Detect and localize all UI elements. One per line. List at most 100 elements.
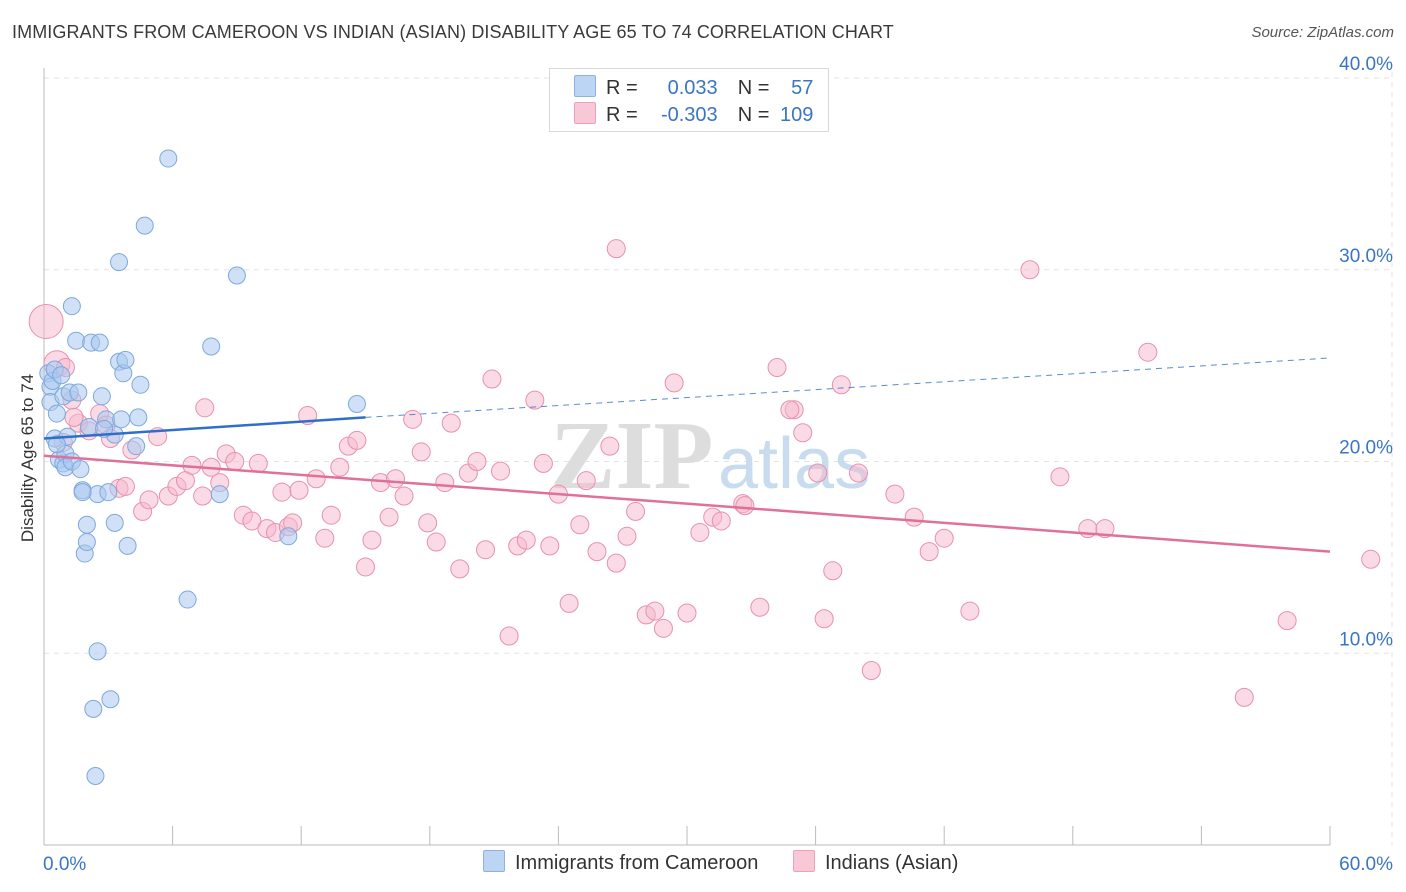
- data-point-cameroon: [84, 699, 103, 718]
- y-tick-label: 30.0%: [1339, 246, 1393, 267]
- legend-r-value: -0.303: [660, 104, 718, 126]
- data-point-indians: [242, 511, 262, 531]
- legend-r-label: R =: [606, 104, 638, 126]
- data-point-indians: [808, 463, 828, 483]
- data-point-indians: [491, 461, 511, 481]
- legend-r-label: R =: [606, 77, 638, 99]
- data-point-indians: [677, 603, 697, 623]
- data-point-indians: [831, 375, 851, 395]
- y-tick-label: 40.0%: [1339, 54, 1393, 75]
- data-point-cameroon: [347, 394, 366, 413]
- data-point-indians: [272, 482, 292, 502]
- data-point-indians: [347, 430, 367, 450]
- data-point-cameroon: [116, 350, 135, 369]
- data-point-indians: [780, 400, 800, 420]
- data-point-indians: [418, 513, 438, 533]
- data-point-indians: [793, 423, 813, 443]
- data-point-indians: [450, 559, 470, 579]
- data-point-cameroon: [105, 513, 124, 532]
- data-point-cameroon: [202, 337, 221, 356]
- data-point-indians: [225, 452, 245, 471]
- data-point-indians: [435, 473, 455, 493]
- data-point-indians: [1234, 687, 1254, 707]
- data-point-indians: [919, 542, 939, 562]
- data-point-indians: [1277, 611, 1297, 631]
- bottom-legend-indians: Indians (Asian): [793, 850, 958, 875]
- data-point-indians: [115, 476, 135, 496]
- data-point-indians: [386, 469, 406, 489]
- data-point-indians: [750, 597, 770, 617]
- tick-labels: 10.0% 20.0% 30.0% 40.0% 0.0% 60.0%: [43, 54, 1393, 875]
- trend-lines: [43, 357, 1331, 553]
- y-tick-label: 20.0%: [1339, 438, 1393, 459]
- data-point-indians: [306, 469, 326, 489]
- data-point-cameroon: [101, 690, 120, 709]
- source-label: Source: ZipAtlas.com: [1251, 24, 1394, 41]
- series-cameroon-points: [39, 149, 366, 785]
- data-point-indians: [64, 407, 84, 427]
- x-tick-label: 0.0%: [43, 854, 86, 875]
- data-point-indians: [606, 239, 626, 259]
- data-point-indians: [1138, 342, 1158, 362]
- data-point-cameroon: [88, 642, 107, 661]
- data-point-cameroon: [129, 408, 148, 427]
- data-point-indians: [525, 390, 545, 410]
- data-point-cameroon: [47, 435, 66, 454]
- data-point-indians: [690, 522, 710, 542]
- data-point-indians: [653, 618, 673, 638]
- data-point-cameroon: [90, 333, 109, 352]
- data-point-indians: [576, 471, 596, 491]
- data-point-indians: [600, 436, 620, 456]
- data-point-indians: [315, 528, 335, 548]
- data-point-cameroon: [135, 216, 154, 235]
- legend-row-cameroon: R = 0.033 N = 57: [574, 75, 813, 99]
- data-point-indians: [426, 532, 446, 552]
- data-point-indians: [934, 528, 954, 548]
- data-point-cameroon: [77, 533, 96, 552]
- legend-n-value: 109: [780, 104, 814, 126]
- data-point-indians: [617, 526, 637, 546]
- data-point-indians: [195, 398, 215, 418]
- data-point-indians: [356, 557, 375, 577]
- data-point-indians: [362, 530, 382, 550]
- data-point-indians: [139, 490, 159, 510]
- data-point-indians: [330, 457, 350, 477]
- data-point-cameroon: [71, 460, 90, 479]
- y-tick-label: 10.0%: [1339, 629, 1393, 650]
- data-point-indians: [499, 626, 519, 646]
- bottom-legend-swatch-blue: [483, 850, 505, 872]
- data-point-indians: [289, 480, 309, 500]
- data-point-cameroon: [178, 590, 197, 609]
- data-point-cameroon: [131, 375, 150, 394]
- data-point-cameroon: [86, 766, 105, 785]
- gridlines: [44, 72, 1393, 845]
- legend-swatch-pink: [574, 102, 596, 124]
- data-point-cameroon: [127, 437, 146, 456]
- data-point-indians: [321, 505, 341, 525]
- data-point-indians: [482, 369, 502, 389]
- bottom-legend-label: Immigrants from Cameroon: [515, 852, 759, 874]
- data-point-indians: [467, 452, 487, 471]
- data-point-indians: [516, 530, 536, 550]
- chart-title: IMMIGRANTS FROM CAMEROON VS INDIAN (ASIA…: [12, 22, 894, 42]
- watermark-zip: ZIP: [550, 402, 713, 510]
- data-point-indians: [441, 413, 461, 433]
- data-point-indians: [1050, 467, 1070, 487]
- data-point-cameroon: [77, 515, 96, 534]
- data-point-cameroon: [62, 297, 81, 316]
- data-point-indians: [1095, 519, 1115, 539]
- data-point-indians: [587, 542, 607, 562]
- data-point-cameroon: [118, 536, 137, 555]
- data-point-indians: [814, 609, 834, 629]
- data-point-indians: [403, 409, 423, 429]
- data-point-indians: [885, 484, 905, 504]
- data-point-indians: [823, 561, 843, 581]
- data-point-indians: [711, 511, 731, 531]
- data-point-indians: [248, 453, 268, 473]
- data-point-cameroon: [279, 527, 298, 546]
- data-point-indians: [960, 601, 980, 621]
- y-axis-label: Disability Age 65 to 74: [18, 373, 37, 543]
- data-point-indians: [28, 304, 64, 340]
- data-point-cameroon: [110, 253, 129, 272]
- data-point-cameroon: [73, 483, 92, 502]
